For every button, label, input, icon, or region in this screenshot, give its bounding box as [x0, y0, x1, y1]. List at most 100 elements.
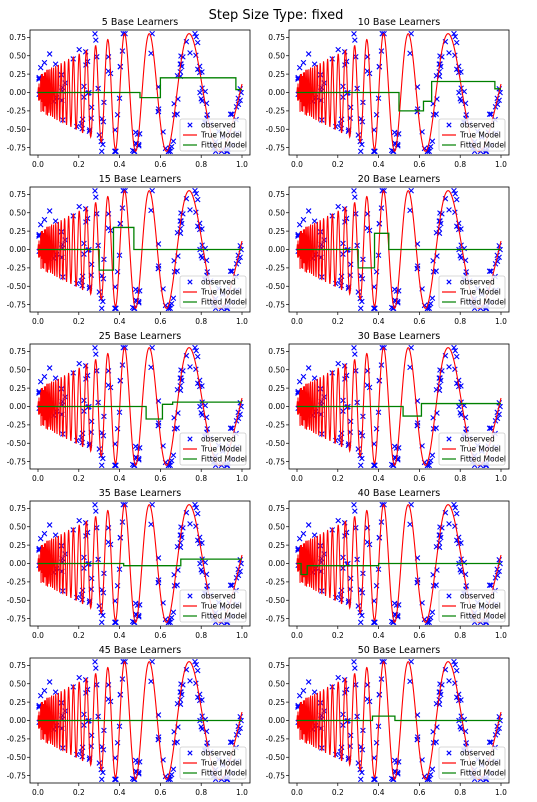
x-tick-label: 0.2 [73, 788, 85, 797]
observed-point [132, 443, 139, 450]
y-tick-label: 0.75 [9, 33, 26, 42]
y-tick-label: 0.50 [268, 208, 285, 217]
subplot-4: 20 Base Learners 0.0 0.2 0.4 0.6 0.8 1.0 0.75 0.… [266, 174, 510, 326]
y-tick-label: -0.50 [266, 282, 286, 291]
figure-suptitle: Step Size Type: fixed [209, 8, 344, 23]
legend-label: observed [460, 121, 495, 130]
observed-point [96, 289, 103, 295]
x-tick-label: 0.8 [195, 631, 207, 640]
x-tick-label: 0.2 [332, 317, 344, 326]
y-tick-label: -0.25 [266, 421, 286, 430]
y-tick-label: -0.25 [266, 107, 286, 116]
subplot-title: 25 Base Learners [99, 331, 182, 342]
y-tick-label: 0.25 [268, 541, 285, 550]
observed-point [335, 203, 341, 210]
observed-point [96, 603, 103, 609]
y-tick-label: 0.25 [268, 227, 285, 236]
observed-point [37, 221, 44, 228]
observed-point [98, 776, 105, 783]
observed-point [488, 268, 494, 275]
observed-point [112, 776, 119, 783]
y-tick-label: -0.25 [7, 735, 27, 744]
observed-point [81, 397, 87, 404]
observed-point [192, 658, 198, 665]
observed-point [436, 69, 443, 75]
subplot-title: 35 Base Learners [99, 488, 182, 499]
observed-point [229, 111, 235, 118]
legend-label: True Model [200, 445, 242, 454]
x-tick-label: 0.6 [154, 631, 166, 640]
legend-label: Fitted Model [460, 769, 506, 778]
subplot-title: 30 Base Learners [358, 331, 441, 342]
observed-point [237, 399, 244, 406]
y-tick-label: 0.50 [9, 522, 26, 531]
y-tick-label: -0.25 [7, 264, 27, 273]
y-tick-label: 0.25 [268, 70, 285, 79]
observed-point [414, 108, 421, 115]
panels-container: 5 Base Learners 0.0 0.2 0.4 0.6 0.8 1.0 0.75 0.5… [7, 17, 510, 797]
observed-point [452, 33, 459, 40]
observed-point [451, 344, 457, 351]
observed-point [76, 46, 82, 53]
observed-point [436, 226, 443, 232]
observed-point [46, 522, 53, 528]
observed-point [227, 425, 234, 431]
observed-point [446, 678, 452, 684]
observed-point [347, 418, 354, 425]
x-tick-label: 0.6 [413, 788, 425, 797]
y-tick-label: 0.50 [268, 679, 285, 688]
observed-point [192, 30, 198, 37]
y-tick-label: -0.25 [7, 421, 27, 430]
fitted-model-line [297, 562, 501, 576]
observed-point [46, 679, 53, 685]
y-tick-label: 0.00 [9, 245, 26, 254]
y-tick-label: -0.75 [7, 300, 27, 309]
observed-point [81, 554, 87, 561]
observed-point [76, 203, 82, 210]
observed-point [96, 446, 103, 452]
observed-point [376, 378, 383, 384]
observed-point [371, 776, 378, 783]
x-tick-label: 1.0 [495, 317, 507, 326]
x-tick-label: 1.0 [495, 474, 507, 483]
observed-point [41, 216, 48, 223]
x-tick-label: 0.4 [373, 788, 385, 797]
x-tick-label: 0.0 [32, 160, 44, 169]
x-tick-label: 0.0 [32, 631, 44, 640]
x-tick-label: 0.6 [413, 631, 425, 640]
observed-point [426, 462, 433, 469]
legend-label: Fitted Model [460, 455, 506, 464]
observed-point [93, 508, 99, 514]
observed-point [451, 187, 457, 194]
x-tick-label: 1.0 [236, 631, 248, 640]
observed-point [237, 85, 244, 92]
observed-point [426, 776, 433, 783]
legend-label: observed [460, 592, 495, 601]
observed-point [305, 208, 312, 214]
legend-label: True Model [200, 131, 242, 140]
observed-point [391, 129, 398, 136]
subplot-title: 45 Base Learners [99, 645, 182, 656]
y-tick-label: 0.75 [9, 347, 26, 356]
observed-point [93, 194, 99, 200]
observed-point [79, 744, 86, 751]
legend-label: Fitted Model [201, 612, 247, 621]
y-tick-label: -0.50 [7, 439, 27, 448]
y-tick-label: 0.25 [9, 541, 26, 550]
observed-point [311, 532, 318, 538]
observed-point [227, 268, 234, 274]
observed-point [194, 39, 201, 46]
x-tick-label: 0.2 [73, 631, 85, 640]
observed-point [311, 689, 318, 695]
subplot-title: 50 Base Learners [358, 645, 441, 656]
x-tick-label: 0.8 [454, 631, 466, 640]
x-tick-label: 0.0 [291, 631, 303, 640]
observed-point [357, 619, 364, 626]
observed-point [429, 609, 436, 615]
observed-point [407, 678, 413, 685]
observed-point [165, 462, 172, 469]
observed-point [227, 582, 234, 588]
